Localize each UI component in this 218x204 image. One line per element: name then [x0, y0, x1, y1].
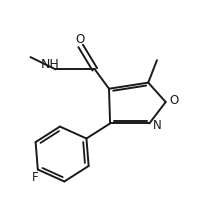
Text: F: F	[32, 171, 39, 184]
Text: O: O	[169, 94, 179, 107]
Text: NH: NH	[41, 58, 60, 71]
Text: N: N	[153, 119, 162, 132]
Text: O: O	[75, 33, 84, 46]
